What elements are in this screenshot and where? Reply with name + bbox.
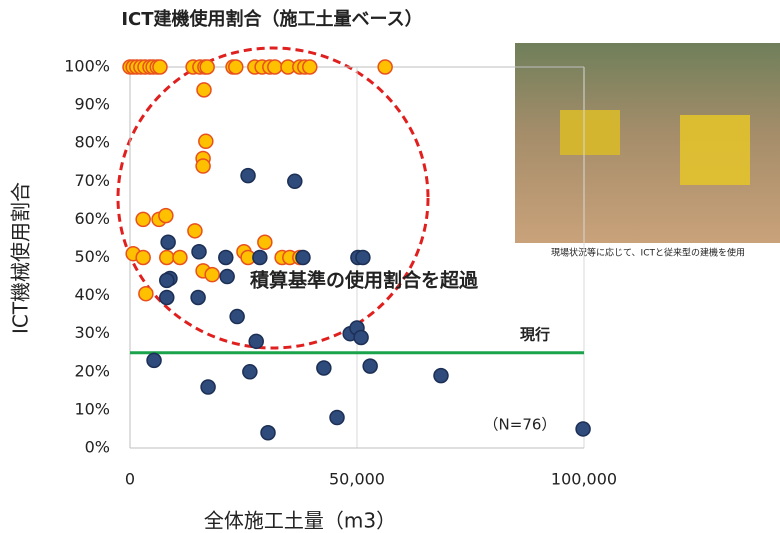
chart-title: ICT建機使用割合（施工土量ベース） — [121, 8, 422, 30]
point — [152, 59, 168, 75]
x-axis-label: 全体施工土量（m3） — [204, 509, 396, 533]
point — [146, 352, 162, 369]
x-tick-label: 50,000 — [329, 470, 385, 489]
point — [198, 133, 214, 150]
highlight-circle — [116, 46, 430, 350]
point — [219, 268, 235, 285]
point — [158, 207, 174, 224]
point — [257, 234, 273, 251]
reference-label: 現行 — [520, 325, 550, 343]
point — [316, 360, 332, 376]
point — [575, 421, 591, 437]
point — [228, 59, 244, 75]
y-tick-label: 20% — [74, 361, 110, 380]
point — [355, 249, 371, 266]
point — [260, 425, 276, 441]
point — [362, 358, 378, 374]
point — [159, 272, 175, 289]
point — [199, 59, 215, 75]
point — [229, 308, 245, 325]
point — [191, 244, 207, 260]
point — [138, 285, 154, 302]
point — [160, 234, 176, 251]
point — [218, 249, 234, 266]
point — [248, 333, 264, 350]
point — [190, 289, 206, 306]
photo — [515, 43, 780, 263]
y-tick-label: 40% — [74, 285, 110, 304]
point — [135, 211, 151, 228]
point — [196, 82, 212, 98]
x-tick-label: 0 — [125, 470, 135, 489]
y-axis-label: ICT機械使用割合 — [9, 182, 33, 334]
point — [159, 289, 175, 306]
point — [433, 367, 449, 384]
x-tick-label: 100,000 — [551, 470, 617, 489]
y-tick-label: 70% — [74, 171, 110, 190]
y-tick-label: 80% — [74, 133, 110, 152]
point — [242, 364, 258, 380]
photo-caption: 現場状況等に応じて、ICTと従来型の建機を使用 — [551, 247, 745, 259]
point — [204, 266, 220, 283]
y-tick-label: 100% — [64, 57, 110, 76]
point — [295, 249, 311, 266]
y-tick-label: 60% — [74, 209, 110, 228]
y-tick-label: 10% — [74, 399, 110, 418]
point — [172, 249, 188, 266]
annotation: 積算基準の使用割合を超過 — [250, 269, 479, 292]
y-tick-label: 30% — [74, 323, 110, 342]
point — [377, 59, 393, 75]
point — [329, 409, 345, 426]
point — [195, 158, 211, 174]
y-tick-label: 0% — [85, 438, 110, 457]
point — [200, 379, 216, 395]
point — [302, 59, 318, 75]
count-label: （N=76） — [484, 416, 557, 434]
point — [135, 249, 151, 266]
point — [187, 223, 203, 239]
point — [252, 249, 268, 266]
y-tick-label: 50% — [74, 247, 110, 266]
point — [159, 249, 175, 266]
point — [267, 59, 283, 75]
y-tick-label: 90% — [74, 95, 110, 114]
point — [240, 167, 256, 184]
point — [353, 329, 369, 346]
point — [287, 173, 303, 190]
